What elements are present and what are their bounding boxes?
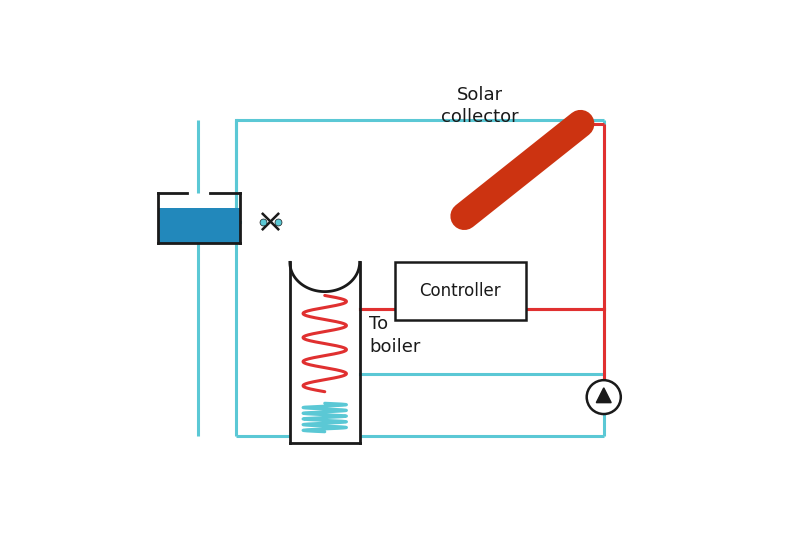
Bar [158, 208, 239, 243]
Text: Controller: Controller [419, 282, 501, 300]
Text: Solar
collector: Solar collector [441, 86, 518, 126]
Bar [394, 262, 526, 320]
Circle shape [586, 380, 621, 414]
Polygon shape [596, 388, 611, 403]
Text: To
boiler: To boiler [369, 315, 420, 356]
